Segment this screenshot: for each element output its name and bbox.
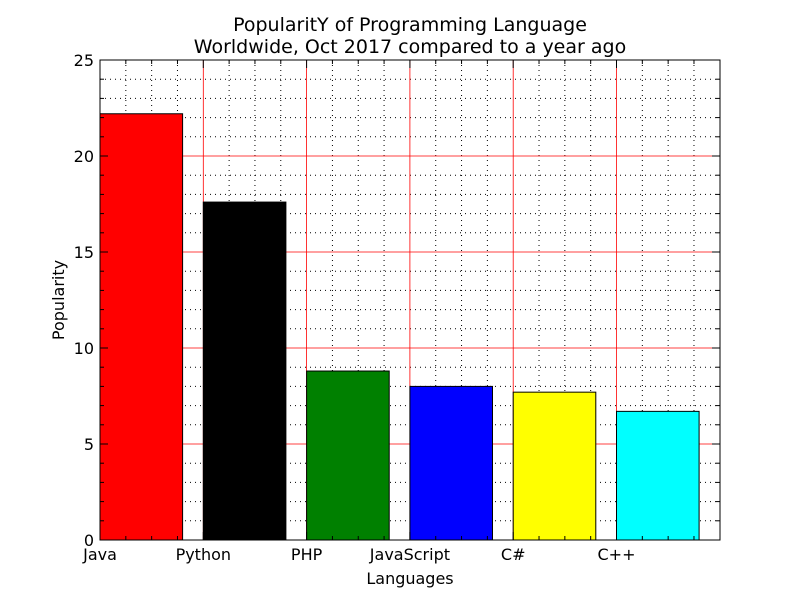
bar-c-	[616, 410, 700, 541]
x-tick-label: C++	[598, 545, 636, 564]
bars-group	[99, 113, 700, 541]
y-tick-labels: 0 5 10 15 20 25	[74, 51, 94, 550]
bar-php	[306, 370, 390, 541]
x-tick-label: Java	[82, 545, 117, 564]
y-tick-label: 10	[74, 339, 94, 358]
x-tick-labels: Java Python PHP JavaScript C# C++	[82, 545, 635, 564]
bar-javascript	[409, 385, 493, 541]
y-tick-label: 20	[74, 147, 94, 166]
chart-subtitle: Worldwide, Oct 2017 compared to a year a…	[194, 36, 626, 58]
x-tick-label: C#	[501, 545, 526, 564]
bar-java	[99, 113, 184, 541]
bar-python	[202, 201, 287, 541]
x-tick-label: PHP	[291, 545, 323, 564]
y-tick-label: 15	[74, 243, 94, 262]
x-tick-label: Python	[176, 545, 231, 564]
y-axis-label: Popularity	[49, 260, 68, 340]
x-tick-label: JavaScript	[369, 545, 450, 564]
y-tick-label: 25	[74, 51, 94, 70]
x-axis-label: Languages	[366, 569, 453, 588]
chart-title: PopularitY of Programming Language	[233, 14, 587, 36]
y-tick-label: 0	[84, 531, 94, 550]
y-tick-label: 5	[84, 435, 94, 454]
axis-ticks	[99, 59, 720, 541]
bar-c-	[512, 391, 597, 541]
